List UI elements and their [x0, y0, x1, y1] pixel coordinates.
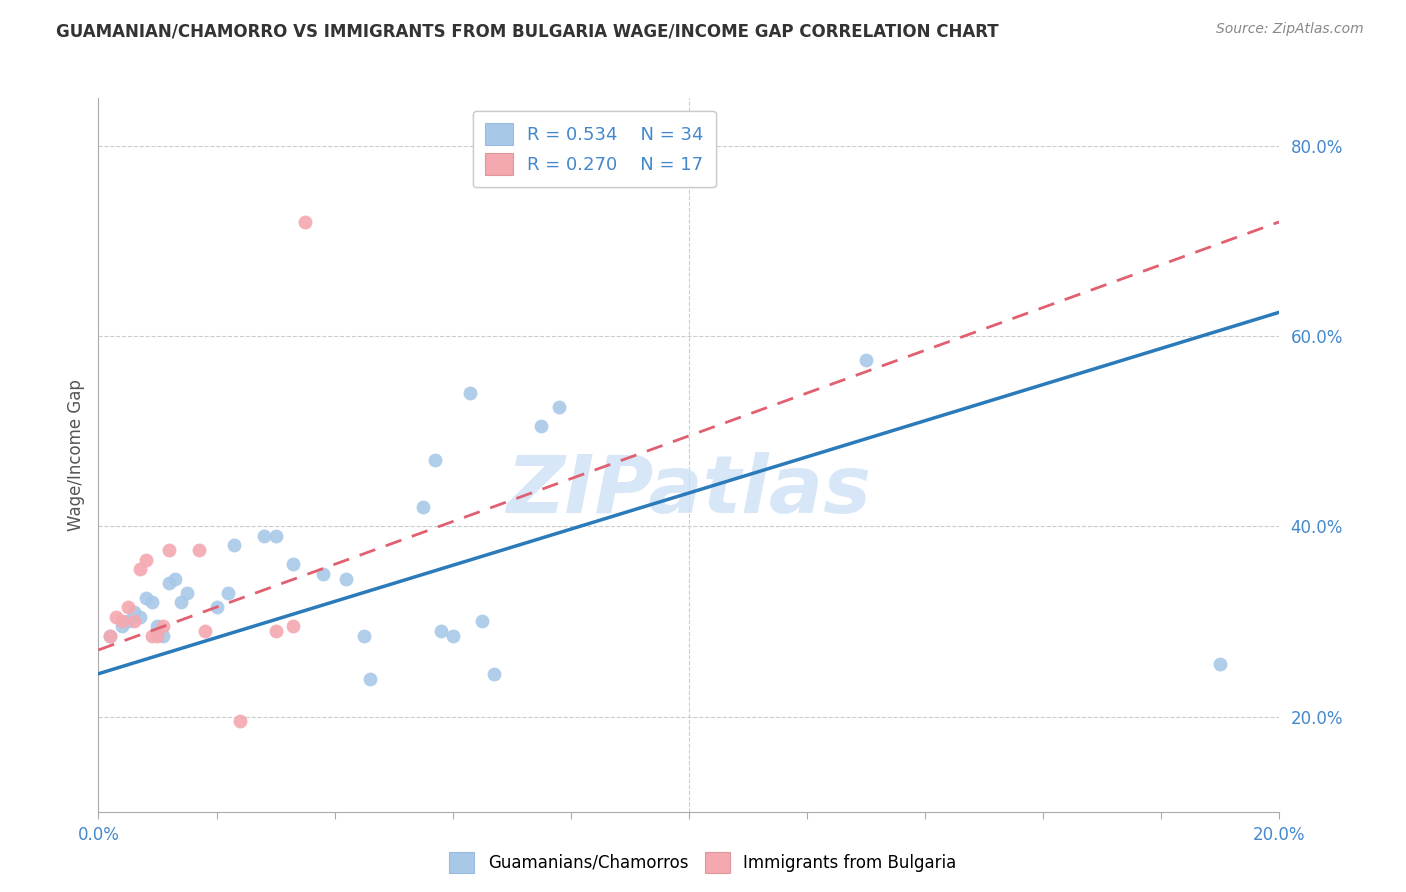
Text: Source: ZipAtlas.com: Source: ZipAtlas.com [1216, 22, 1364, 37]
Point [165, 572, 187, 586]
Point [229, 714, 252, 729]
Point [141, 595, 163, 609]
Point [152, 629, 174, 643]
Point [194, 624, 217, 638]
Point [205, 600, 228, 615]
Point [482, 666, 505, 681]
Point [111, 615, 134, 629]
Point [170, 595, 193, 609]
Point [117, 615, 139, 629]
Point [471, 615, 494, 629]
Point [353, 629, 375, 643]
Point [441, 629, 464, 643]
Point [105, 609, 128, 624]
Point [128, 609, 150, 624]
Point [1209, 657, 1232, 672]
Point [530, 419, 553, 434]
Text: GUAMANIAN/CHAMORRO VS IMMIGRANTS FROM BULGARIA WAGE/INCOME GAP CORRELATION CHART: GUAMANIAN/CHAMORRO VS IMMIGRANTS FROM BU… [56, 22, 998, 40]
Point [312, 566, 335, 581]
Point [264, 529, 287, 543]
Point [283, 558, 305, 572]
Point [283, 619, 305, 633]
Legend: R = 0.534    N = 34, R = 0.270    N = 17: R = 0.534 N = 34, R = 0.270 N = 17 [472, 111, 716, 187]
Point [176, 586, 198, 600]
Point [135, 591, 157, 605]
Point [253, 529, 276, 543]
Point [98, 629, 121, 643]
Point [128, 562, 150, 576]
Point [146, 629, 169, 643]
Point [548, 401, 571, 415]
Point [152, 619, 174, 633]
Point [187, 543, 209, 558]
Point [217, 586, 239, 600]
Point [335, 572, 357, 586]
Point [224, 538, 246, 552]
Point [141, 629, 163, 643]
Point [117, 600, 139, 615]
Point [264, 624, 287, 638]
Point [111, 619, 134, 633]
Point [412, 500, 434, 515]
Y-axis label: Wage/Income Gap: Wage/Income Gap [66, 379, 84, 531]
Point [359, 672, 381, 686]
Text: ZIPatlas: ZIPatlas [506, 451, 872, 530]
Point [146, 619, 169, 633]
Point [98, 629, 121, 643]
Point [294, 215, 316, 229]
Point [430, 624, 453, 638]
Point [157, 543, 180, 558]
Point [423, 452, 446, 467]
Legend: Guamanians/Chamorros, Immigrants from Bulgaria: Guamanians/Chamorros, Immigrants from Bu… [443, 846, 963, 880]
Point [855, 352, 877, 367]
Point [157, 576, 180, 591]
Point [135, 552, 157, 566]
Point [122, 615, 145, 629]
Point [122, 605, 145, 619]
Point [460, 386, 482, 401]
